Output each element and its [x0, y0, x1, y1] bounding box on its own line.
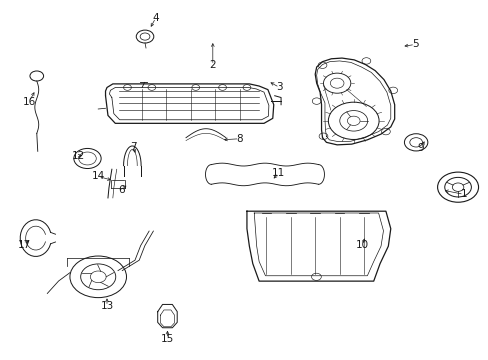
Text: 11: 11 [271, 168, 285, 178]
Text: 9: 9 [417, 143, 424, 153]
Text: 7: 7 [130, 142, 136, 152]
Text: 14: 14 [91, 171, 104, 181]
Text: 4: 4 [152, 13, 159, 23]
Text: 8: 8 [236, 134, 243, 144]
Text: 10: 10 [355, 240, 368, 250]
Text: 12: 12 [72, 150, 85, 161]
Text: 16: 16 [22, 97, 36, 107]
Text: 13: 13 [100, 301, 113, 311]
Text: 2: 2 [209, 60, 216, 70]
Text: 5: 5 [411, 40, 418, 49]
Text: 3: 3 [276, 82, 283, 93]
Text: 15: 15 [161, 333, 174, 343]
Text: 1: 1 [460, 189, 466, 199]
Text: 6: 6 [118, 185, 124, 195]
Text: 17: 17 [18, 239, 31, 249]
